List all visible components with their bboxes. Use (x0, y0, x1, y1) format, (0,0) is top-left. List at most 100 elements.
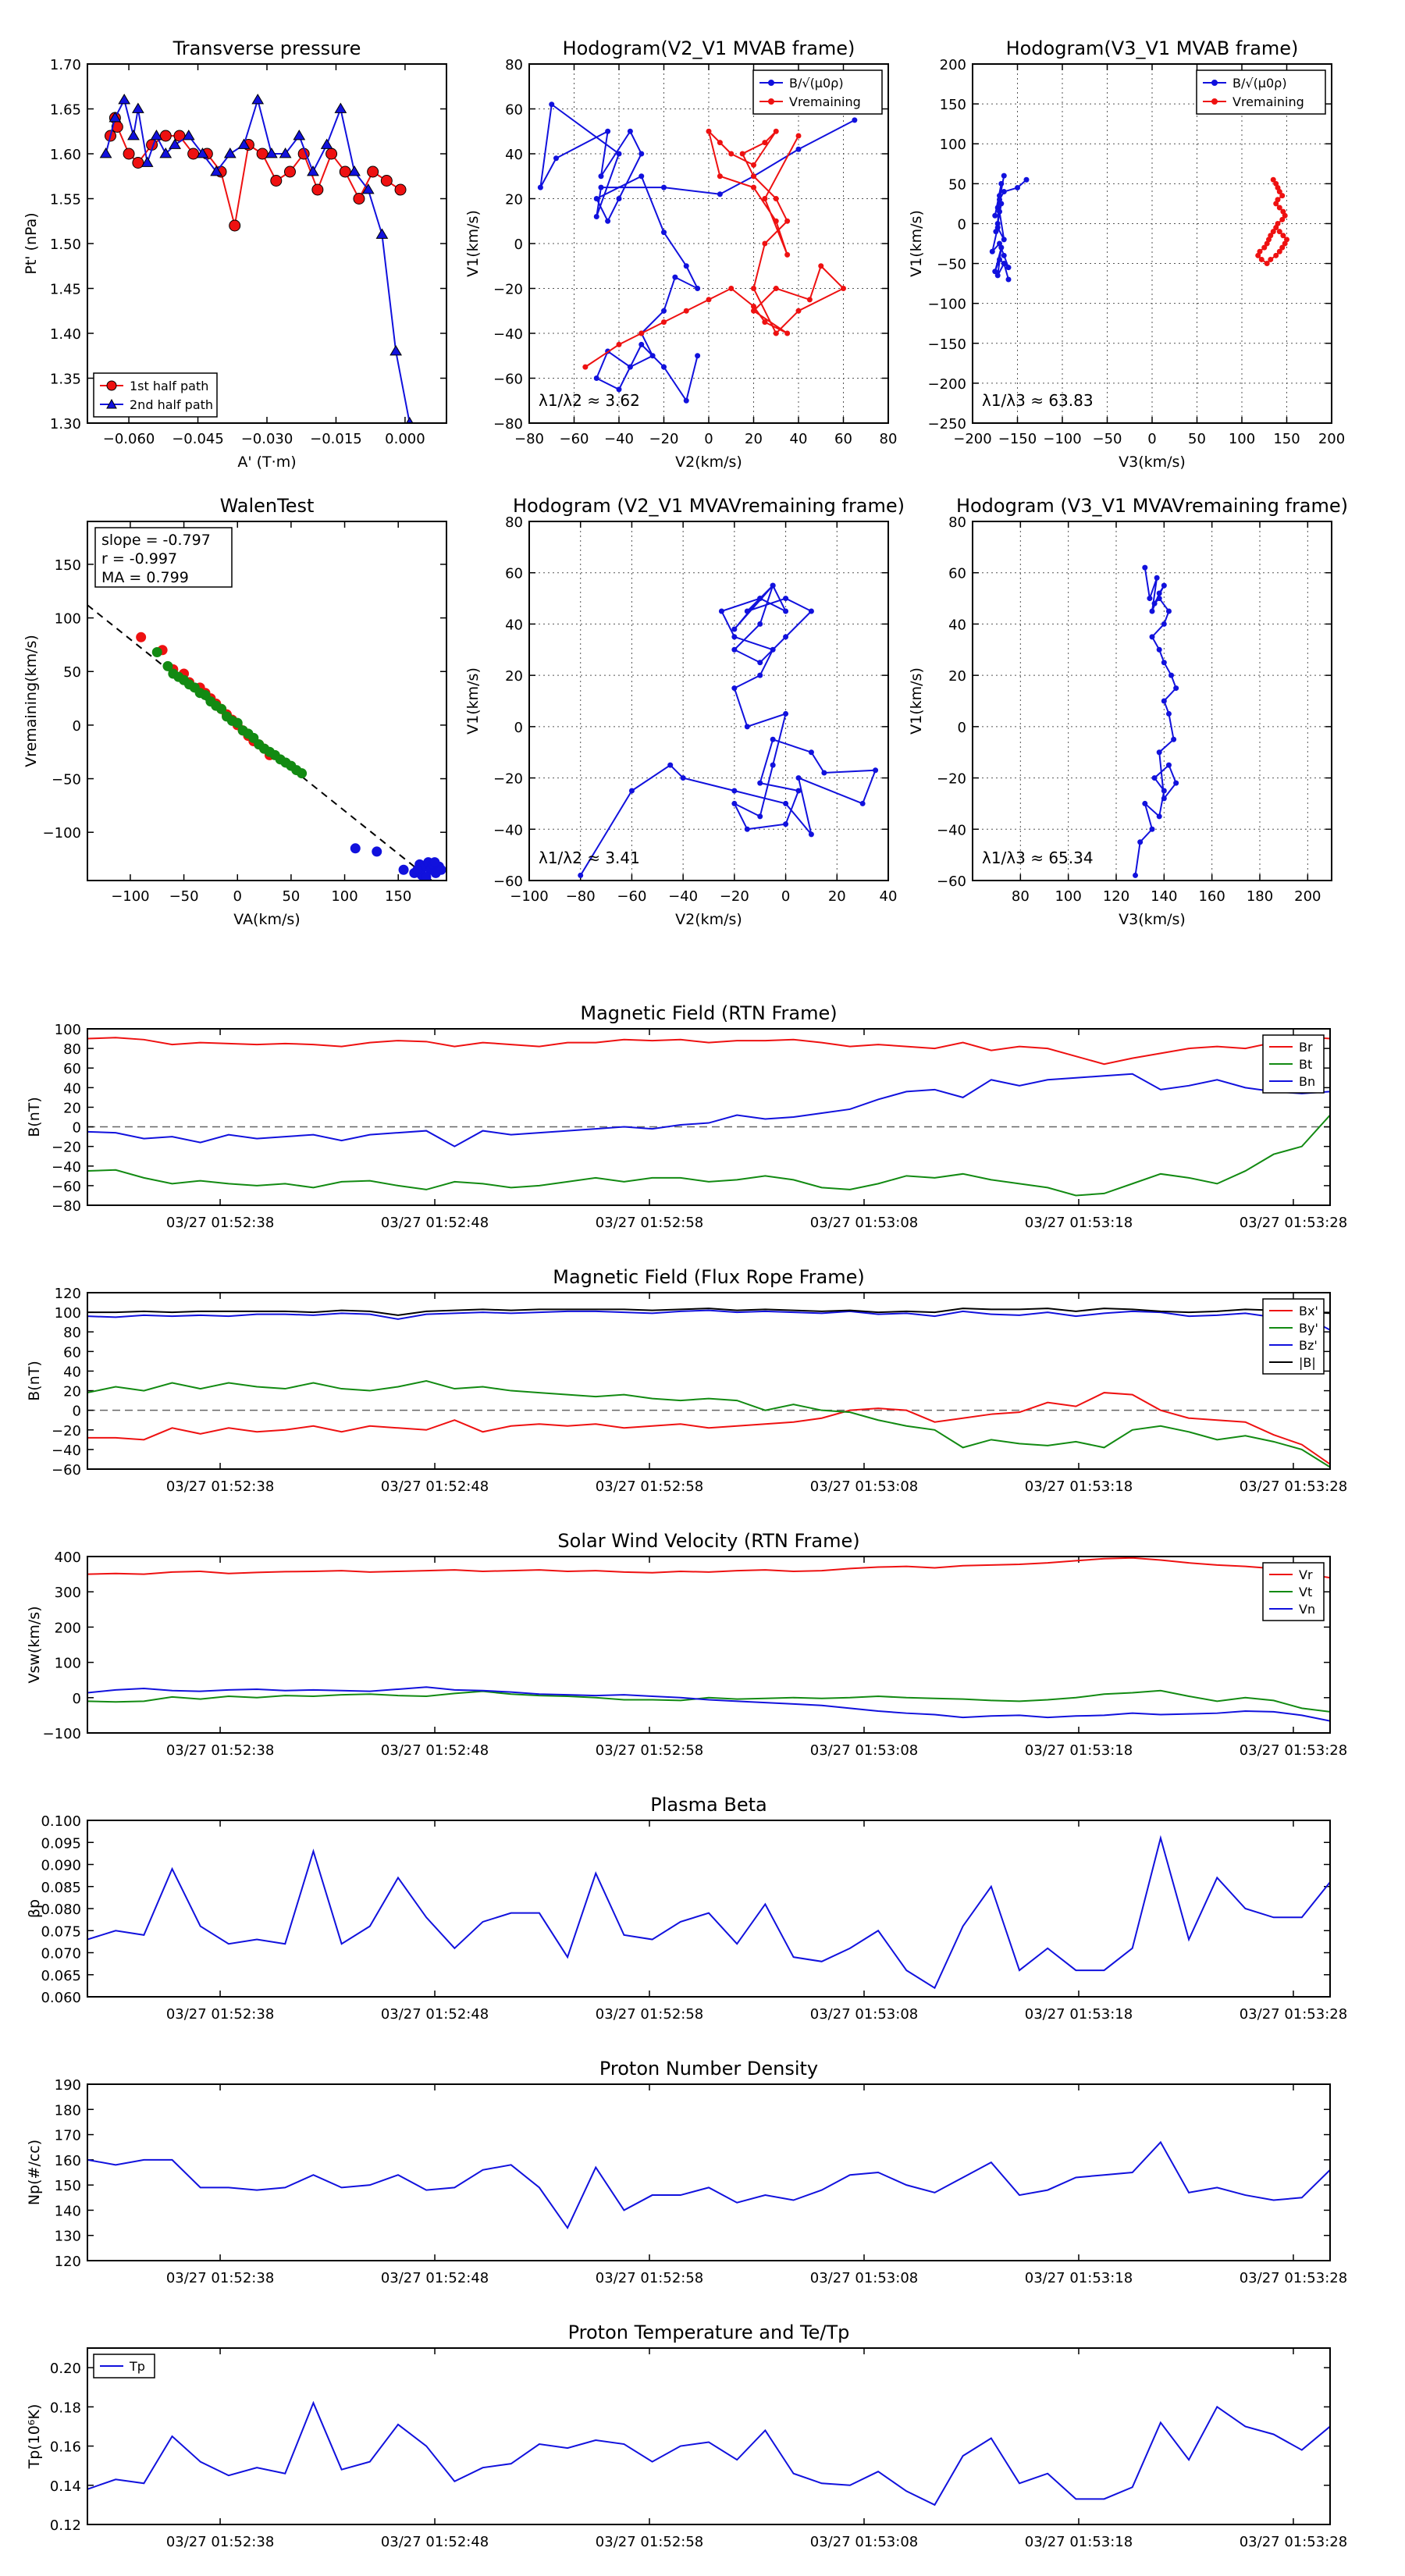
data-point (784, 218, 791, 224)
data-point (237, 138, 251, 149)
legend-label: Vt (1299, 1585, 1312, 1599)
x-tick-label: 140 (1151, 888, 1177, 905)
data-point (751, 304, 756, 309)
data-point (783, 800, 789, 806)
x-tick-label: 03/27 01:53:28 (1240, 1215, 1347, 1231)
series-line (579, 583, 877, 876)
data-point (1276, 205, 1282, 211)
chart-proton-number-density: Proton Number Density 120 130 140 150 160 170 1… (26, 2058, 1347, 2286)
x-tick-label: 03/27 01:53:18 (1025, 2534, 1133, 2550)
data-point (1168, 672, 1175, 678)
data-point (1279, 244, 1286, 251)
data-point (248, 732, 259, 743)
chart-transverse-pressure: Transverse pressure 1.30 1.35 1.40 1.45 1.50 1… (23, 37, 447, 471)
legend: Vr Vt Vn (1262, 1562, 1325, 1621)
data-point (818, 263, 824, 269)
data-point (695, 353, 701, 359)
chart-title: Proton Number Density (599, 2058, 818, 2080)
x-tick-label: 03/27 01:53:18 (1025, 2270, 1133, 2286)
data-point (1001, 237, 1007, 243)
y-tick-label: 40 (63, 1080, 81, 1097)
data-point (1015, 184, 1020, 190)
legend: Bx' By' Bz' |B| (1262, 1298, 1325, 1375)
data-point (375, 228, 389, 239)
y-tick-label: 100 (940, 137, 966, 153)
y-axis-label: Vremaining(km/s) (23, 635, 40, 767)
y-tick-label: 120 (55, 2254, 81, 2270)
series-line (87, 1036, 1330, 1066)
data-point (251, 94, 265, 105)
y-tick-label: −80 (493, 416, 523, 432)
y-tick-label: 0 (958, 216, 966, 233)
data-point (232, 717, 243, 728)
chart-title: Hodogram(V3_V1 MVAB frame) (1006, 37, 1299, 59)
chart-title: WalenTest (220, 495, 315, 517)
x-tick-label: 20 (745, 431, 763, 447)
x-tick-label: 40 (790, 431, 808, 447)
data-point (667, 762, 674, 768)
data-point (783, 634, 789, 640)
data-point (616, 386, 622, 393)
y-tick-label: 1.70 (50, 57, 81, 73)
data-point (1142, 800, 1148, 806)
data-point (1161, 621, 1167, 627)
y-tick-label: 150 (55, 2178, 81, 2194)
data-point (638, 341, 645, 347)
stats-text: slope = -0.797 (101, 532, 211, 549)
data-point (672, 274, 678, 280)
data-point (1147, 596, 1153, 602)
data-point (270, 175, 283, 187)
plot-frame (87, 1292, 1331, 1470)
data-point (108, 112, 122, 123)
data-point (1270, 176, 1276, 183)
data-point (731, 646, 738, 653)
x-tick-label: −0.045 (172, 431, 224, 447)
data-point (1001, 173, 1007, 179)
y-tick-label: −40 (937, 822, 966, 838)
x-tick-label: 03/27 01:52:38 (166, 2006, 274, 2023)
data-point (783, 710, 789, 717)
y-tick-label: 1.40 (50, 326, 81, 343)
x-tick-label: −60 (617, 888, 646, 905)
x-tick-label: 180 (1247, 888, 1273, 905)
data-point (406, 417, 414, 423)
data-point (159, 130, 172, 142)
data-point (989, 248, 995, 254)
y-tick-label: 200 (55, 1620, 81, 1636)
data-point (1173, 685, 1179, 692)
data-point (293, 130, 306, 141)
y-tick-label: −40 (493, 822, 523, 838)
data-point (549, 101, 555, 108)
x-tick-label: −20 (720, 888, 749, 905)
y-tick-label: 0.18 (50, 2400, 81, 2416)
data-point (132, 157, 144, 169)
chart-proton-temperature: Proton Temperature and Te/Tp 0.12 0.14 0.16… (26, 2322, 1347, 2550)
legend-marker (1211, 98, 1218, 105)
chart-walen-test: WalenTest −100 −50 0 50 100 150 −100 −50 0 50 100 15… (23, 495, 447, 928)
data-point (762, 319, 768, 326)
y-tick-label: −60 (493, 873, 523, 890)
y-tick-label: 150 (55, 557, 81, 574)
y-tick-label: −60 (937, 873, 966, 890)
x-tick-label: 03/27 01:52:58 (596, 1478, 703, 1495)
y-tick-label: −60 (52, 1462, 81, 1478)
y-tick-label: 40 (505, 617, 523, 633)
x-tick-label: 03/27 01:52:58 (596, 2006, 703, 2023)
chart-title: Plasma Beta (650, 1794, 767, 1816)
legend-label: Bn (1299, 1074, 1315, 1089)
data-point (279, 148, 292, 158)
y-tick-label: 160 (55, 2153, 81, 2169)
data-point (873, 767, 879, 774)
data-point (1142, 564, 1148, 571)
y-tick-label: 0 (73, 1120, 81, 1137)
y-tick-label: −40 (52, 1443, 81, 1459)
y-tick-label: 140 (55, 2203, 81, 2219)
annotation: λ1/λ3 ≈ 63.83 (982, 391, 1094, 410)
annotation: λ1/λ3 ≈ 65.34 (982, 849, 1094, 867)
x-tick-label: 03/27 01:52:38 (166, 1478, 274, 1495)
y-tick-label: 0.12 (50, 2517, 81, 2534)
chart-hodogram-v2-v1-mvab: Hodogram(V2_V1 MVAB frame) −80 −60 −40 −20 0 2… (464, 37, 897, 471)
data-point (1171, 736, 1177, 742)
data-point (398, 864, 409, 875)
legend: B/√(μ0ρ) Vremaining (752, 69, 883, 115)
